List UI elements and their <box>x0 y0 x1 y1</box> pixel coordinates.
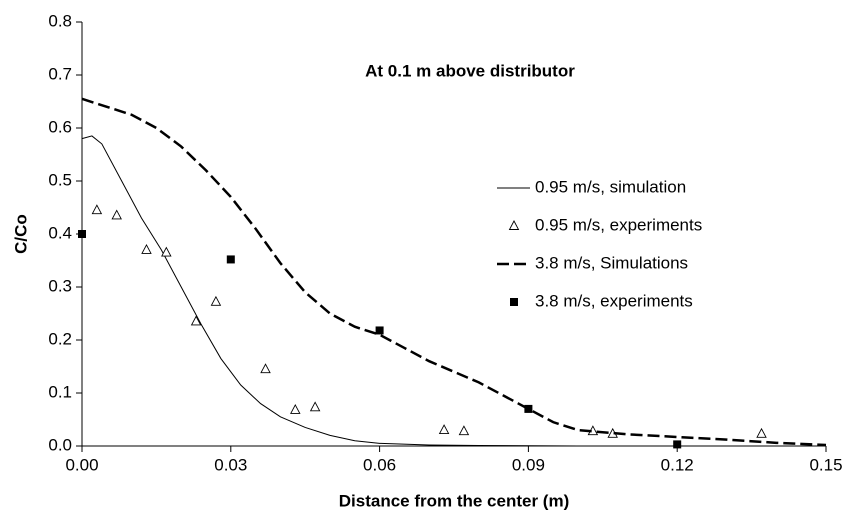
y-tick-label: 0.5 <box>48 170 72 189</box>
triangle-marker <box>190 315 202 326</box>
triangle-marker <box>210 295 222 306</box>
x-tick-label: 0.00 <box>65 455 98 474</box>
triangle-marker <box>290 403 301 414</box>
square-marker <box>524 404 533 413</box>
triangle-marker <box>161 246 172 257</box>
line-series <box>81 135 826 447</box>
y-tick-label: 0.8 <box>48 11 72 30</box>
y-tick-label: 0.6 <box>48 117 72 136</box>
y-tick-label: 0.4 <box>48 223 72 242</box>
triangle-marker <box>260 363 271 374</box>
annotation: At 0.1 m above distributor <box>365 61 575 80</box>
y-tick-label: 0.0 <box>48 435 72 454</box>
square-marker <box>226 255 235 264</box>
legend-swatch <box>508 220 520 230</box>
triangle-marker <box>458 425 470 436</box>
triangle-marker <box>756 427 767 438</box>
triangle-marker <box>141 243 152 254</box>
x-tick-label: 0.09 <box>512 455 545 474</box>
square-marker <box>78 230 86 238</box>
y-tick-label: 0.2 <box>48 329 72 348</box>
legend-label: 3.8 m/s, experiments <box>535 291 693 310</box>
triangle-marker <box>309 401 321 412</box>
x-tick-label: 0.06 <box>363 455 396 474</box>
x-tick-label: 0.12 <box>661 455 694 474</box>
line-series <box>81 97 827 447</box>
legend-label: 0.95 m/s, experiments <box>535 215 702 234</box>
triangle-marker <box>438 424 450 435</box>
square-marker <box>673 440 682 449</box>
x-tick-label: 0.03 <box>214 455 247 474</box>
x-axis-label: Distance from the center (m) <box>339 491 570 510</box>
legend-label: 0.95 m/s, simulation <box>535 177 686 196</box>
x-tick-label: 0.15 <box>809 455 842 474</box>
legend-swatch <box>510 298 518 306</box>
triangle-marker <box>111 209 122 220</box>
y-tick-label: 0.7 <box>48 64 72 83</box>
triangle-marker <box>91 204 103 215</box>
y-tick-label: 0.1 <box>48 382 72 401</box>
y-axis-label: C/Co <box>11 214 30 254</box>
square-marker <box>375 326 384 335</box>
legend-label: 3.8 m/s, Simulations <box>535 253 688 272</box>
y-tick-label: 0.3 <box>48 276 72 295</box>
